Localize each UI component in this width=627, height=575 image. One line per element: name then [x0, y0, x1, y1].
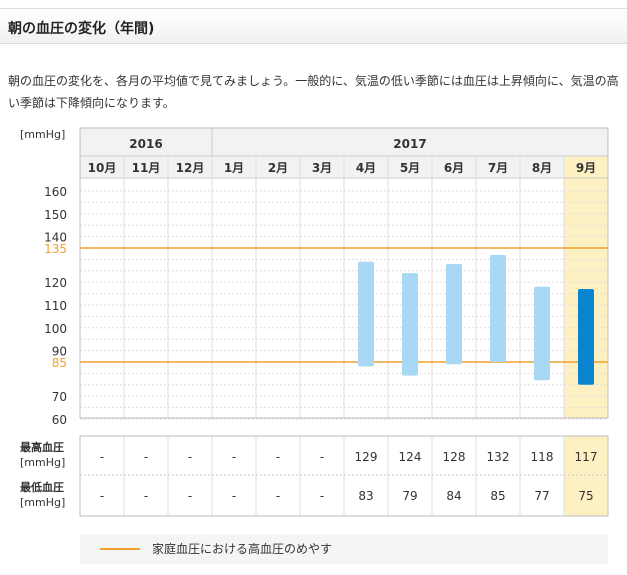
month-label: 12月	[176, 161, 205, 175]
y-tick-label: 100	[44, 322, 67, 336]
month-label: 10月	[88, 161, 117, 175]
min-bp-unit: [mmHg]	[20, 496, 65, 509]
month-label: 3月	[312, 161, 332, 175]
bp-range-bar	[402, 273, 418, 376]
y-tick-label: 150	[44, 208, 67, 222]
month-label: 1月	[224, 161, 244, 175]
max-bp-value: 129	[355, 450, 378, 464]
intro-text: 朝の血圧の変化を、各月の平均値で見てみましょう。一般的に、気温の低い季節には血圧…	[8, 74, 619, 110]
min-bp-value: -	[100, 489, 104, 503]
min-bp-label: 最低血圧	[20, 480, 64, 494]
threshold-label: 85	[52, 356, 67, 370]
min-bp-value: -	[188, 489, 192, 503]
page-title: 朝の血圧の変化（年間)	[8, 21, 155, 37]
max-bp-value: 124	[399, 450, 422, 464]
month-label: 7月	[488, 161, 508, 175]
max-bp-unit: [mmHg]	[20, 456, 65, 469]
year-label: 2016	[129, 137, 162, 151]
y-tick-label: 70	[52, 390, 67, 404]
min-bp-value: 84	[446, 489, 461, 503]
threshold-label: 135	[44, 242, 67, 256]
year-label: 2017	[393, 137, 426, 151]
legend-label: 家庭血圧における高血圧のめやす	[152, 541, 332, 556]
bp-range-bar	[490, 254, 506, 362]
min-bp-value: -	[144, 489, 148, 503]
min-bp-value: 77	[534, 489, 549, 503]
y-unit-label: [mmHg]	[20, 128, 65, 141]
max-bp-value: -	[188, 450, 192, 464]
min-bp-value: 79	[402, 489, 417, 503]
y-tick-label: 160	[44, 185, 67, 199]
chart-frame	[79, 127, 609, 419]
min-bp-value: -	[320, 489, 324, 503]
max-bp-value: -	[276, 450, 280, 464]
min-bp-value: -	[276, 489, 280, 503]
bp-range-bar	[446, 263, 462, 365]
y-tick-label: 90	[52, 345, 67, 359]
y-tick-label: 140	[44, 231, 67, 245]
month-label: 4月	[356, 161, 376, 175]
month-label: 8月	[532, 161, 552, 175]
month-label: 2月	[268, 161, 288, 175]
highlight-table-cell	[564, 436, 608, 516]
month-label: 5月	[400, 161, 420, 175]
month-label: 9月	[576, 161, 596, 175]
max-bp-value: -	[320, 450, 324, 464]
max-bp-value: -	[100, 450, 104, 464]
y-tick-label: 110	[44, 299, 67, 313]
min-bp-value: 75	[578, 489, 593, 503]
page-header: 朝の血圧の変化（年間)	[0, 8, 627, 44]
min-bp-value: 85	[490, 489, 505, 503]
max-bp-value: 118	[531, 450, 554, 464]
y-tick-label: 60	[52, 413, 67, 427]
max-bp-value: 128	[443, 450, 466, 464]
bp-range-bar	[578, 289, 594, 385]
max-bp-value: -	[144, 450, 148, 464]
legend-box	[80, 534, 608, 564]
bp-range-bar	[358, 261, 374, 367]
min-bp-value: -	[232, 489, 236, 503]
month-label: 11月	[132, 161, 161, 175]
month-label: 6月	[444, 161, 464, 175]
max-bp-value: 117	[575, 450, 598, 464]
y-tick-label: 120	[44, 276, 67, 290]
bp-range-bar	[534, 286, 550, 381]
min-bp-value: 83	[358, 489, 373, 503]
max-bp-value: 132	[487, 450, 510, 464]
max-bp-label: 最高血圧	[20, 440, 64, 454]
max-bp-value: -	[232, 450, 236, 464]
